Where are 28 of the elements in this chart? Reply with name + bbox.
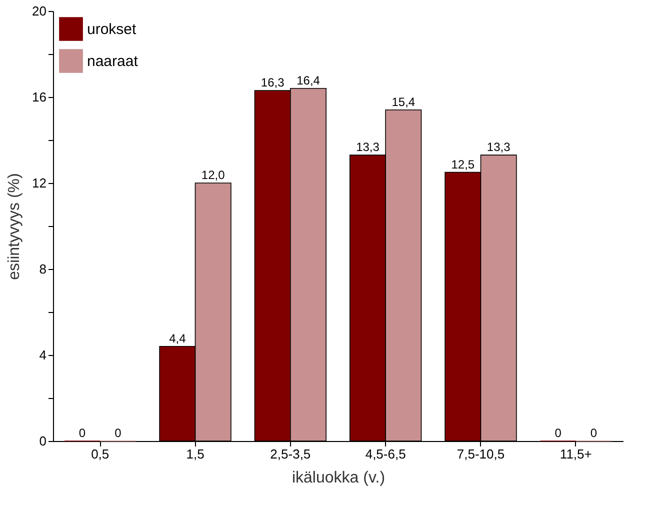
data-label: 13,3 bbox=[486, 140, 511, 154]
data-label: 0 bbox=[114, 426, 122, 440]
legend-label: naaraat bbox=[87, 53, 139, 70]
y-tick-label: 16 bbox=[32, 90, 46, 104]
data-label: 16,3 bbox=[260, 76, 285, 90]
legend-label: urokset bbox=[87, 21, 138, 38]
data-label: 15,4 bbox=[392, 94, 416, 109]
y-tick-label: 4 bbox=[39, 348, 46, 362]
data-label: 12,0 bbox=[201, 168, 226, 182]
y-tick-label: 20 bbox=[32, 4, 46, 18]
data-label: 16,4 bbox=[296, 73, 320, 88]
x-tick-label: 0,5 bbox=[91, 446, 110, 462]
data-label: 0 bbox=[590, 426, 598, 440]
x-tick-label: 7,5-10,5 bbox=[456, 446, 505, 462]
y-axis-title: esiintyvyys (%) bbox=[6, 173, 24, 280]
data-label: 0 bbox=[78, 426, 86, 440]
data-label: 4,4 bbox=[169, 331, 186, 346]
data-label: 0 bbox=[554, 426, 562, 440]
x-tick-label: 2,5-3,5 bbox=[270, 446, 311, 462]
y-tick-label: 12 bbox=[32, 176, 46, 190]
x-tick-label: 1,5 bbox=[186, 446, 204, 462]
data-label: 13,3 bbox=[356, 140, 380, 154]
x-axis-title: ikäluokka (v.) bbox=[292, 470, 386, 486]
y-tick-label: 0 bbox=[39, 434, 46, 448]
x-tick-label: 4,5-6,5 bbox=[365, 446, 406, 462]
x-tick-label: 11,5+ bbox=[560, 446, 592, 462]
data-label: 12,5 bbox=[451, 157, 475, 172]
y-tick-label: 8 bbox=[39, 262, 46, 276]
